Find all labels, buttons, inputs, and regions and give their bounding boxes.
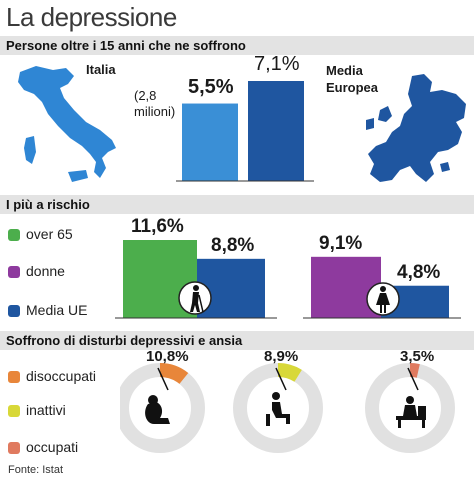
- donut-pointer-inattivi: [275, 367, 287, 391]
- italy-value-label: 5,5%: [188, 75, 234, 98]
- page-title: La depressione: [6, 2, 177, 32]
- bar-italia: [182, 103, 238, 181]
- donut-slice-occupati: [409, 363, 420, 378]
- legend-dot-disoccupati: [8, 371, 20, 383]
- legend-label-media-ue: Media UE: [26, 302, 88, 318]
- office-worker-icon: [396, 396, 426, 428]
- italy-label: Italia: [86, 62, 116, 77]
- disoccupati-value-label: 10,8%: [146, 348, 189, 365]
- legend-label-disoccupati: disoccupati: [26, 368, 97, 384]
- legend-dot-donne: [8, 266, 20, 278]
- donut-slice-disoccupati: [159, 363, 189, 385]
- europe-value-label: 7,1%: [254, 53, 300, 75]
- section-header-3: Soffrono di disturbi depressivi e ansia: [0, 331, 474, 350]
- legend-label-donne: donne: [26, 263, 65, 279]
- inattivi-value-label: 8,9%: [264, 348, 299, 365]
- over65-value-label: 11,6%: [131, 216, 184, 237]
- seated-person-icon: [266, 392, 290, 426]
- donut-pointer-disoccupati: [157, 367, 169, 391]
- italy-population-note: (2,8 milioni): [134, 88, 176, 119]
- woman-icon: [366, 282, 400, 316]
- legend-label-over65: over 65: [26, 226, 73, 242]
- legend-dot-over65: [8, 229, 20, 241]
- donut-pointer-occupati: [407, 367, 419, 391]
- donut-slice-inattivi: [277, 363, 302, 382]
- elderly-person-icon: [178, 281, 212, 315]
- chart-panel-1: [176, 81, 314, 182]
- europe-map-icon: [366, 74, 466, 182]
- legend-dot-occupati: [8, 442, 20, 454]
- legend-dot-inattivi: [8, 405, 20, 417]
- donne-value-label: 9,1%: [319, 232, 363, 254]
- crouching-person-icon: [145, 395, 170, 424]
- europe-label: Media Europea: [326, 63, 379, 95]
- legend-label-occupati: occupati: [26, 439, 79, 455]
- legend-dot-media-ue: [8, 305, 20, 317]
- bar-media-europea: [248, 81, 304, 181]
- section-header-1: Persone oltre i 15 anni che ne soffrono: [0, 36, 474, 55]
- legend-label-inattivi: inattivi: [26, 402, 66, 418]
- media-ue-value-label-1: 8,8%: [211, 234, 255, 256]
- media-ue-value-label-2: 4,8%: [397, 261, 441, 283]
- italy-map-icon: [18, 66, 116, 182]
- occupati-value-label: 3,5%: [400, 348, 435, 365]
- section-header-2: I più a rischio: [0, 195, 474, 214]
- source-note: Fonte: Istat: [8, 464, 64, 476]
- chart-panel-3: [120, 363, 455, 453]
